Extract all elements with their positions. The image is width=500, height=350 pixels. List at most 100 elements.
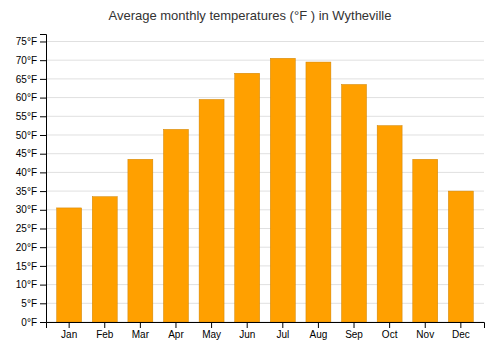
y-tick: 75°F [16,36,46,47]
y-tick-mark [40,266,46,267]
y-tick-mark [40,210,46,211]
bar [306,62,331,322]
y-tick-label: 20°F [16,242,37,253]
x-tick: Sep [345,322,363,340]
y-tick-mark [40,191,46,192]
bar [92,197,117,322]
x-tick-label: Aug [310,329,328,340]
x-tick: Aug [310,322,328,340]
y-tick-mark [40,172,46,173]
x-tick-mark [211,322,212,328]
x-tick: Oct [382,322,398,340]
bar [57,208,82,322]
x-tick: Feb [96,322,114,340]
grid-line [46,153,484,154]
y-tick-mark [40,79,46,80]
y-axis: 0°F 5°F 10°F 15°F 20°F 25°F 30°F 35°F 40°F 45°F 50… [16,35,47,328]
bar [235,73,260,322]
y-tick-mark [40,154,46,155]
y-tick-mark [40,60,46,61]
bar [377,126,402,322]
y-tick: 45°F [16,148,46,159]
y-tick: 20°F [16,242,46,253]
x-tick-label: Feb [96,329,114,340]
y-tick-mark [40,322,46,323]
x-tick: Jul [276,322,289,340]
y-tick-mark [40,116,46,117]
bar [342,84,367,322]
x-tick-label: Mar [132,329,150,340]
grid-line [46,97,484,98]
y-tick-label: 75°F [16,36,37,47]
y-tick-label: 0°F [21,317,37,328]
grid-line [46,41,484,42]
x-tick-label: Dec [452,329,470,340]
y-tick-label: 10°F [16,279,37,290]
y-axis-line [40,35,47,323]
y-tick: 65°F [16,74,46,85]
y-tick-label: 45°F [16,148,37,159]
y-tick: 70°F [16,55,46,66]
x-tick-mark [175,322,176,328]
y-tick-label: 5°F [21,298,37,309]
y-tick: 10°F [16,279,46,290]
bar [164,129,189,322]
bar [128,159,153,322]
y-tick-mark [40,135,46,136]
x-tick-mark [247,322,248,328]
y-tick-label: 55°F [16,111,37,122]
x-tick-mark [140,322,141,328]
grid-line [46,116,484,117]
title: Average monthly temperatures (°F ) in Wy… [108,8,391,23]
bar [448,191,473,322]
plot: 0°F 5°F 10°F 15°F 20°F 25°F 30°F 35°F 40°F 45°F 50… [16,35,485,341]
x-tick: Dec [452,322,470,340]
x-tick-label: May [202,329,221,340]
y-tick: 15°F [16,261,46,272]
x-axis: Jan Feb Mar Apr May Jun Jul Aug Sep Oct Nov Dec [47,322,485,340]
x-tick: Apr [168,322,184,340]
x-tick-mark [354,322,355,328]
x-tick-mark [104,322,105,328]
bar [413,159,438,322]
x-tick: Jun [239,322,255,340]
y-tick-label: 70°F [16,55,37,66]
y-tick: 5°F [21,298,46,309]
grid-line [46,78,484,79]
y-tick-label: 35°F [16,186,37,197]
y-tick-mark [40,41,46,42]
x-tick-label: Nov [416,329,434,340]
x-tick: Jan [61,322,77,340]
y-tick-mark [40,303,46,304]
y-tick-mark [40,98,46,99]
y-tick-label: 50°F [16,130,37,141]
y-tick: 25°F [16,223,46,234]
y-tick: 60°F [16,92,46,103]
x-tick: Nov [416,322,434,340]
y-tick-label: 65°F [16,74,37,85]
x-tick-mark [389,322,390,328]
x-tick-mark [69,322,70,328]
bar [270,58,295,322]
x-tick-mark [318,322,319,328]
y-tick: 35°F [16,186,46,197]
grid-line [46,60,484,61]
x-tick-mark [282,322,283,328]
grid-line [46,134,484,135]
x-tick-mark [460,322,461,328]
x-tick-label: Jul [276,329,289,340]
y-tick-mark [40,228,46,229]
y-tick-label: 60°F [16,92,37,103]
y-tick: 0°F [21,317,46,328]
y-tick-mark [40,247,46,248]
y-tick-label: 30°F [16,204,37,215]
y-tick: 50°F [16,130,46,141]
y-tick-mark [40,285,46,286]
bars [57,58,474,322]
x-axis-line [47,323,485,329]
x-tick-label: Jun [239,329,255,340]
x-tick: May [202,322,221,340]
x-tick-label: Sep [345,329,363,340]
y-tick-label: 40°F [16,167,37,178]
x-tick: Mar [132,322,150,340]
